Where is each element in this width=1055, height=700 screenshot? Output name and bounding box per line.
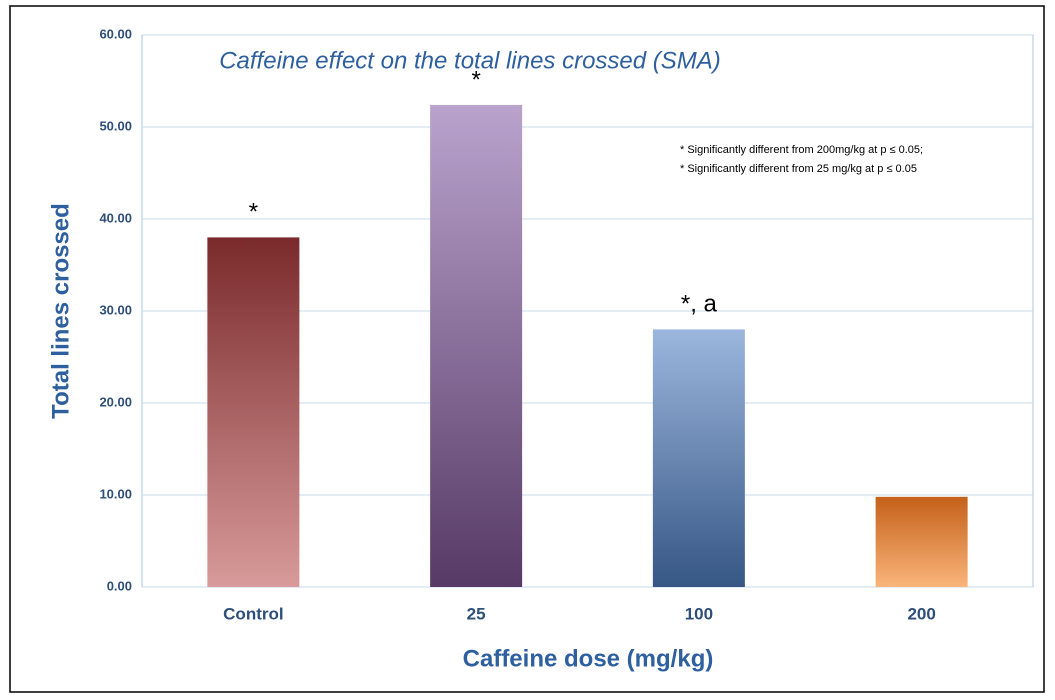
bar bbox=[430, 104, 523, 588]
y-tick-label: 30.00 bbox=[99, 302, 132, 317]
note: * Significantly different from 25 mg/kg … bbox=[680, 163, 917, 175]
y-tick-label: 10.00 bbox=[99, 486, 132, 501]
x-tick-label: Control bbox=[223, 604, 283, 623]
y-tick-label: 20.00 bbox=[99, 394, 132, 409]
x-tick-label: 100 bbox=[685, 604, 713, 623]
x-tick-label: 200 bbox=[907, 604, 935, 623]
y-tick-label: 0.00 bbox=[107, 578, 132, 593]
bar-annotation: *, a bbox=[681, 291, 718, 318]
bar bbox=[875, 496, 968, 587]
y-tick-label: 40.00 bbox=[99, 210, 132, 225]
x-tick-label: 25 bbox=[467, 604, 486, 623]
x-axis-title: Caffeine dose (mg/kg) bbox=[463, 645, 714, 672]
y-axis-title: Total lines crossed bbox=[47, 203, 74, 419]
y-tick-label: 60.00 bbox=[99, 26, 132, 41]
chart-title: Caffeine effect on the total lines cross… bbox=[219, 47, 721, 74]
y-tick-label: 50.00 bbox=[99, 118, 132, 133]
bar-annotation: * bbox=[471, 66, 480, 93]
chart-frame bbox=[9, 5, 1045, 693]
bar bbox=[652, 329, 745, 587]
note: * Significantly different from 200mg/kg … bbox=[680, 144, 923, 156]
bar-annotation: * bbox=[249, 199, 258, 226]
bar bbox=[207, 237, 300, 587]
